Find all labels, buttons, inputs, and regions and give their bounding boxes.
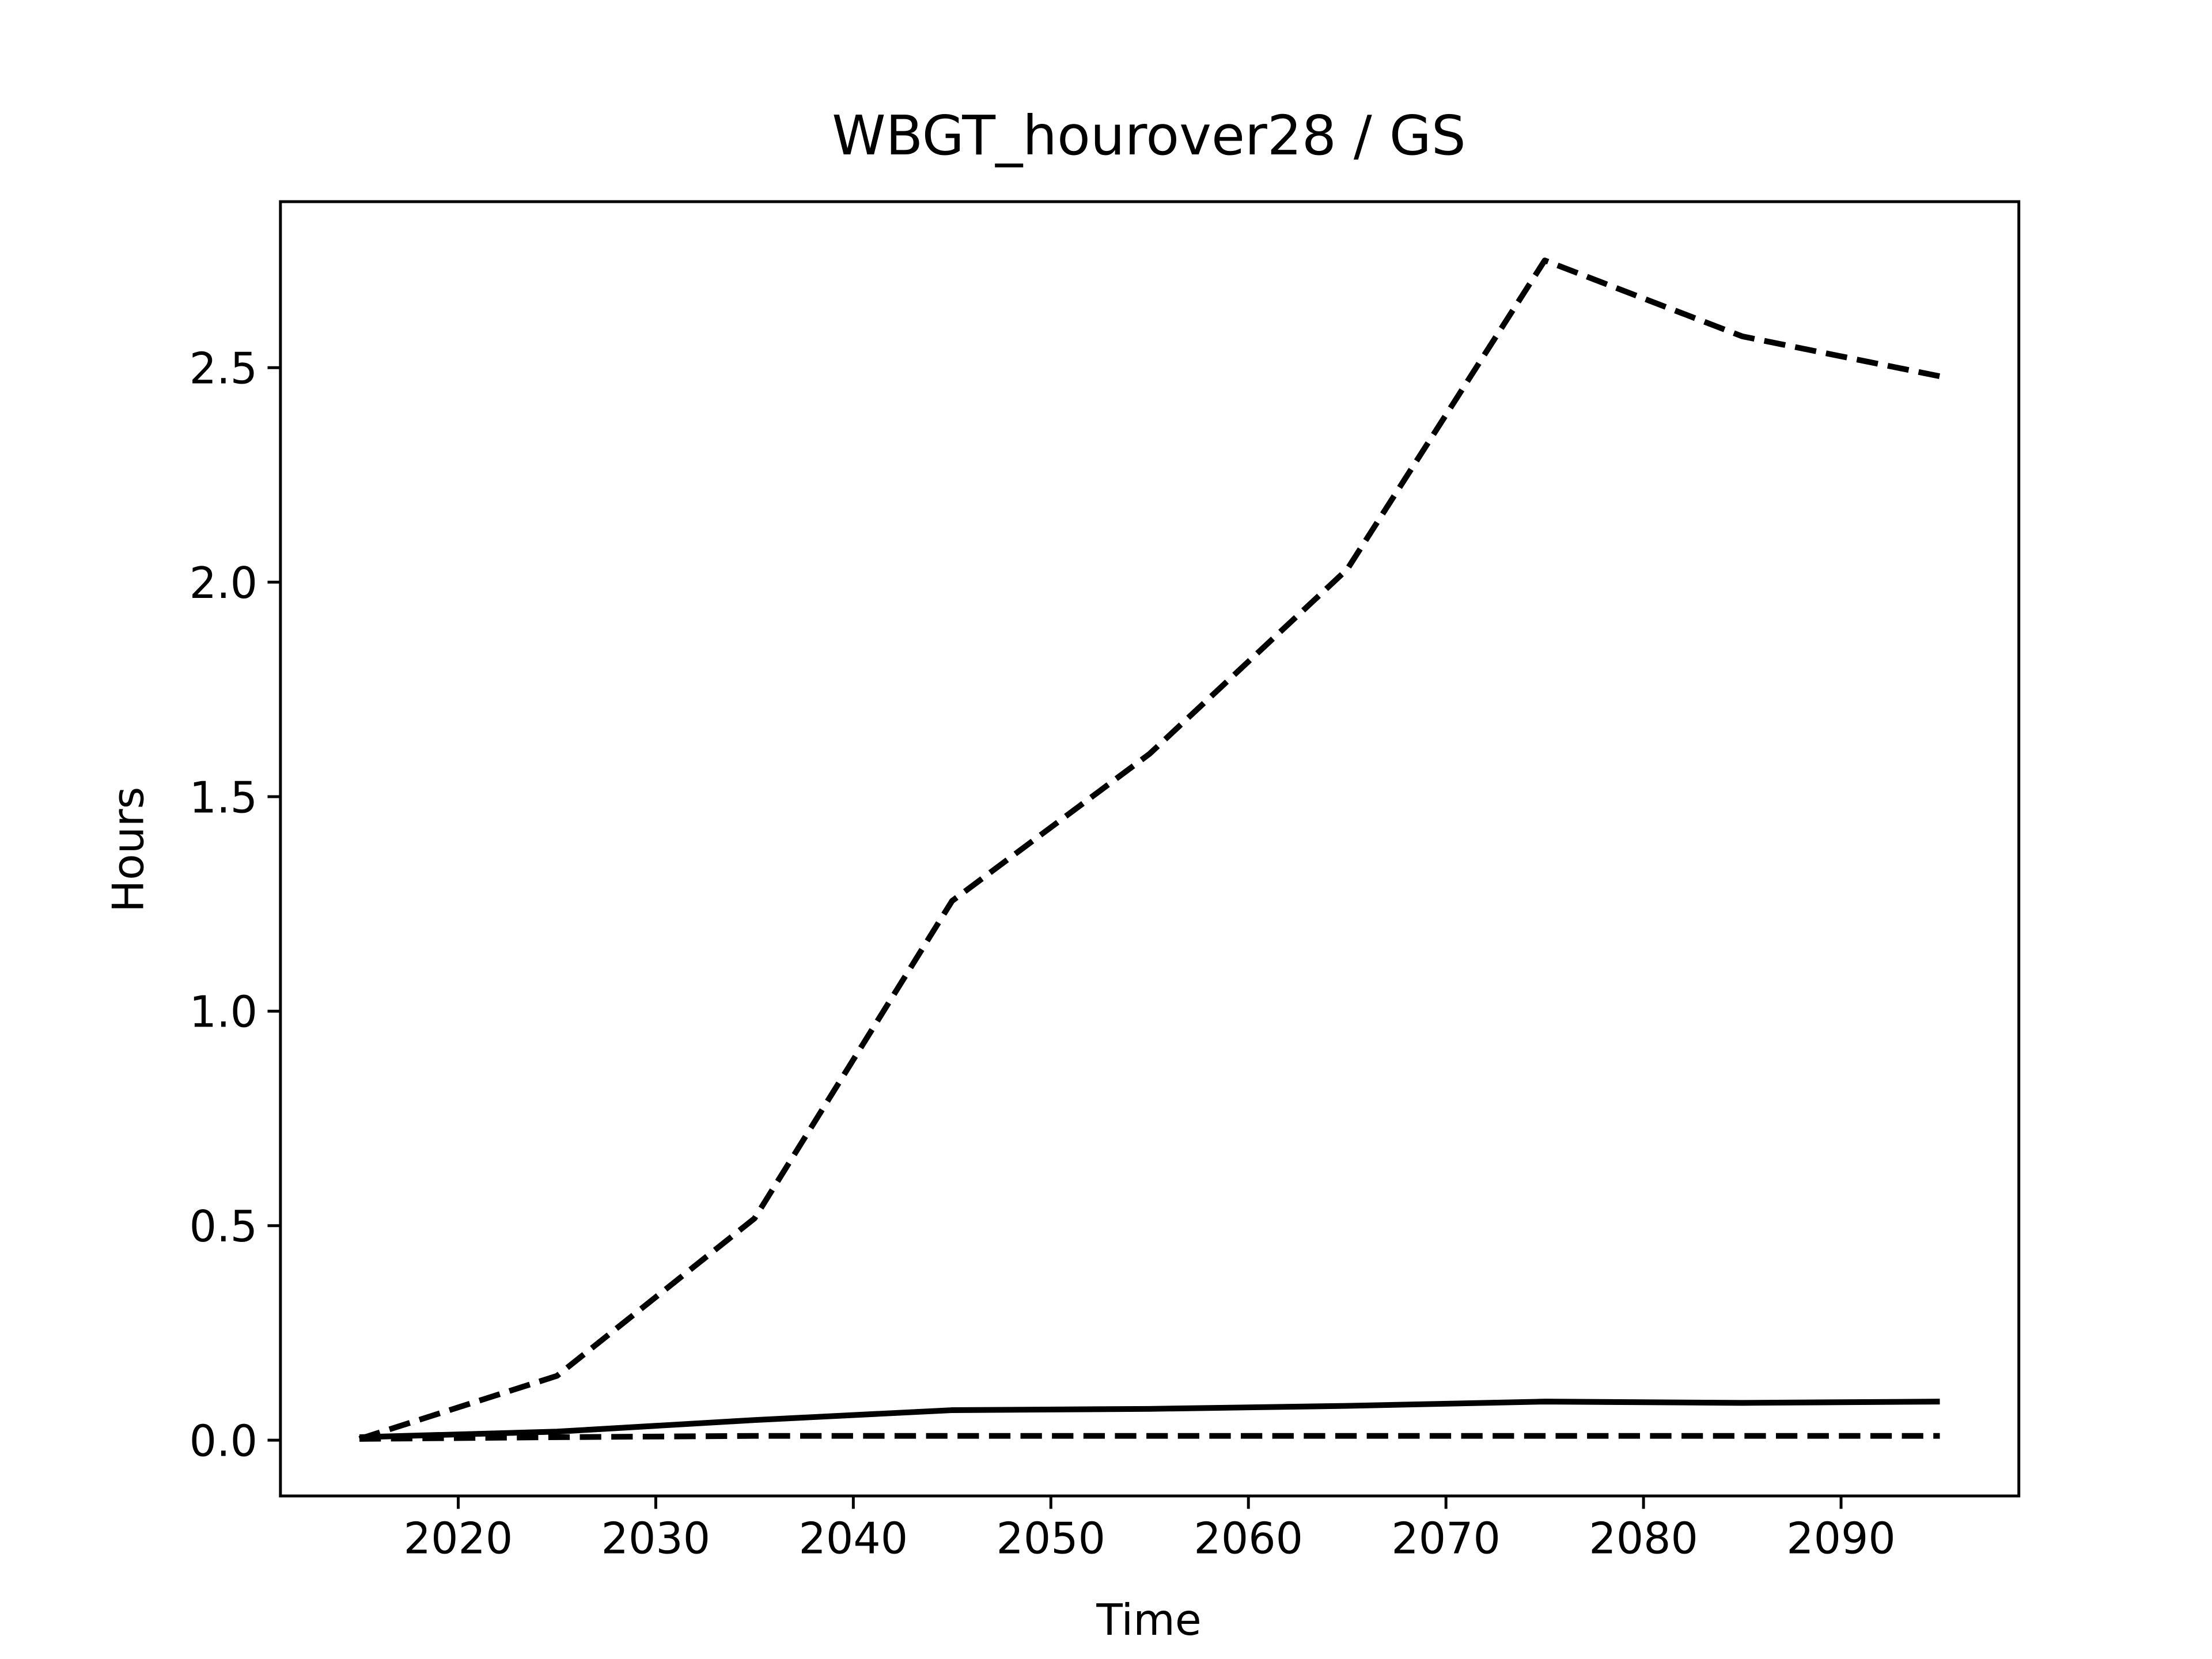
x-tick-label: 2050 (996, 1513, 1105, 1563)
series-line (358, 257, 1941, 1442)
y-tick-label: 0.5 (190, 1202, 257, 1252)
y-axis-label: Hours (103, 787, 153, 912)
chart-title: WBGT_hourover28 / GS (832, 104, 1466, 168)
x-tick-label: 2020 (404, 1513, 513, 1563)
series-line (359, 1399, 1940, 1440)
x-tick-label: 2060 (1194, 1513, 1303, 1563)
x-tick-label: 2090 (1786, 1513, 1896, 1563)
x-tick-label: 2040 (799, 1513, 908, 1563)
x-axis-label: Time (1096, 1595, 1201, 1645)
x-tick-label: 2030 (601, 1513, 711, 1563)
y-tick-label: 1.0 (190, 987, 257, 1037)
plot-frame (279, 200, 2021, 1498)
series-line (359, 1433, 1940, 1442)
y-tick-label: 2.0 (190, 558, 257, 608)
y-tick-label: 2.5 (190, 344, 257, 394)
y-tick-label: 1.5 (190, 772, 257, 823)
y-tick-label: 0.0 (190, 1416, 257, 1466)
x-tick-label: 2080 (1589, 1513, 1698, 1563)
x-tick-label: 2070 (1391, 1513, 1501, 1563)
